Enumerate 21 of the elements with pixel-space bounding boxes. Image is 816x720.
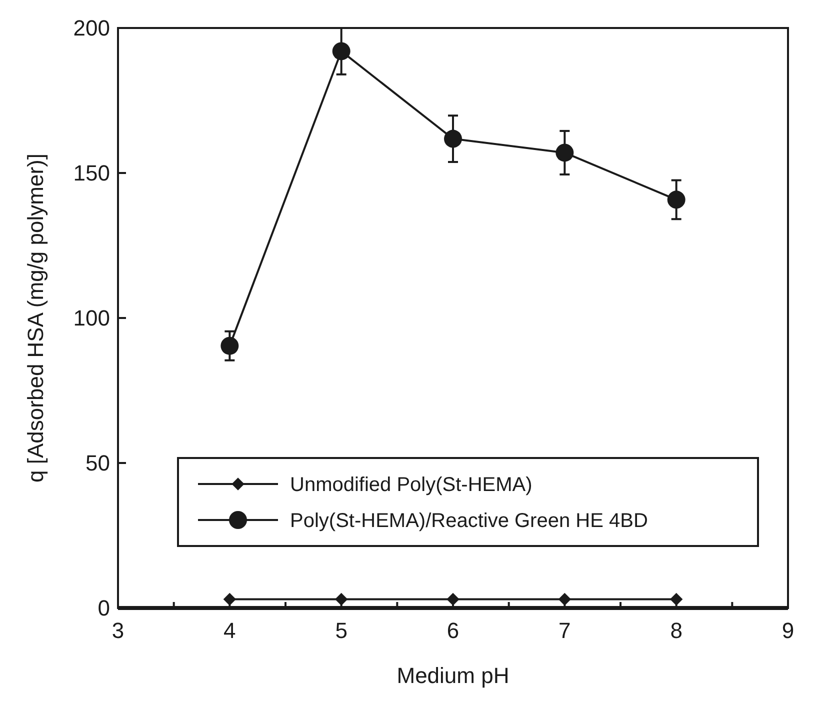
- point: [332, 42, 350, 60]
- y-tick-label: 0: [98, 596, 110, 621]
- y-tick-label: 200: [73, 16, 110, 41]
- x-tick-label: 3: [112, 618, 124, 643]
- legend-label: Unmodified Poly(St-HEMA): [290, 474, 532, 496]
- x-tick-label: 4: [224, 618, 236, 643]
- point: [444, 130, 462, 148]
- y-tick-label: 100: [73, 306, 110, 331]
- x-tick-label: 9: [782, 618, 794, 643]
- x-axis-title: Medium pH: [396, 663, 510, 688]
- x-tick-label: 5: [335, 618, 348, 643]
- y-tick-label: 150: [73, 160, 110, 186]
- x-tick-label: 7: [558, 618, 571, 643]
- x-tick-label: 8: [670, 618, 682, 643]
- point: [667, 190, 686, 209]
- y-axis-title: q [Adsorbed HSA (mg/g polymer)]: [23, 154, 48, 482]
- legend-label: Poly(St-HEMA)/Reactive Green HE 4BD: [290, 510, 648, 532]
- y-tick-label: 50: [86, 450, 110, 476]
- x-tick-label: 6: [446, 618, 460, 643]
- point: [556, 144, 574, 162]
- point: [220, 336, 239, 355]
